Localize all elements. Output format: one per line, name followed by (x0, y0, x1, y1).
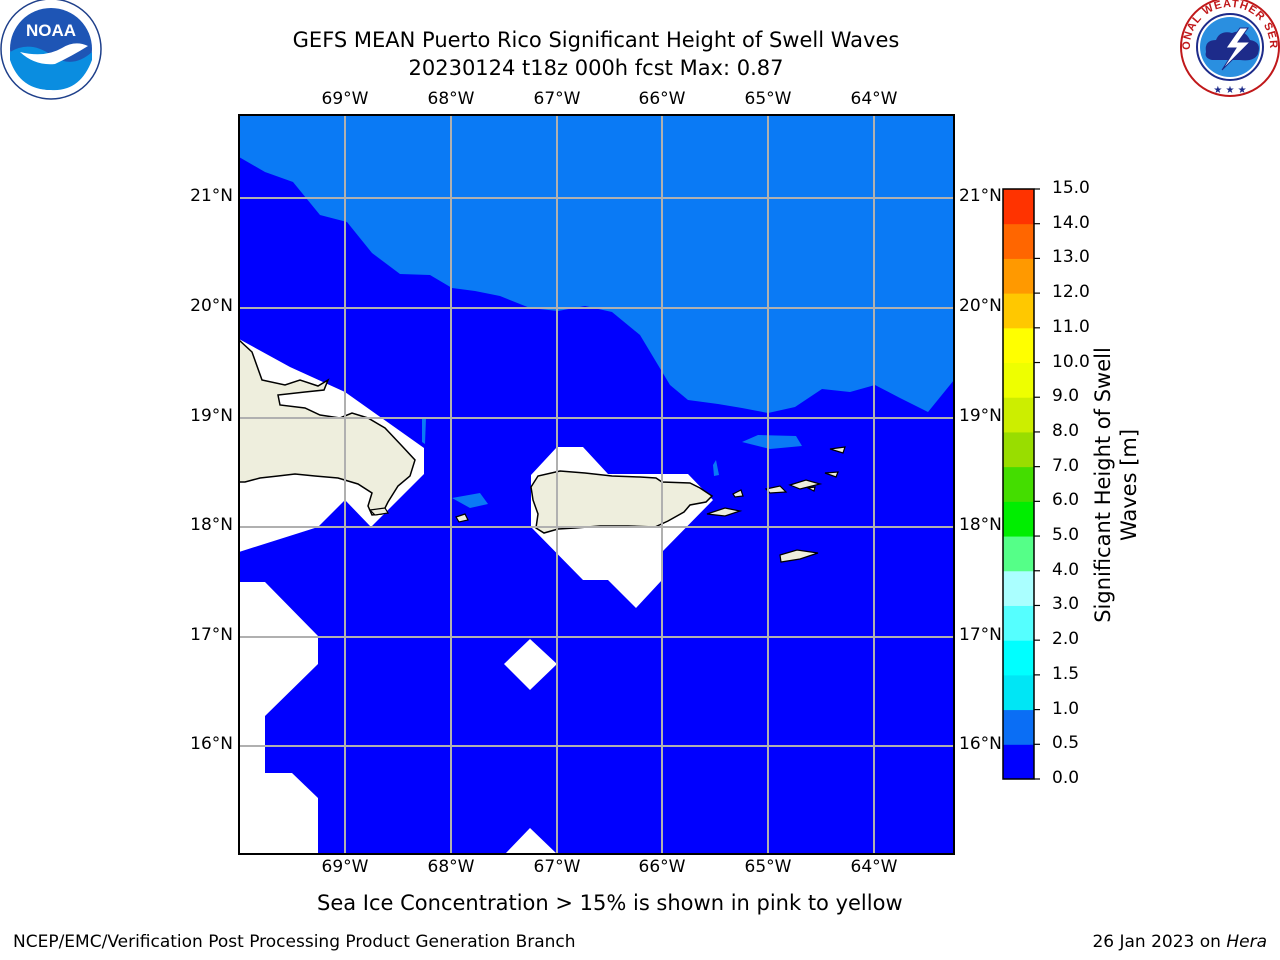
colorbar-tick-label: 2.0 (1052, 629, 1080, 650)
lon-label-top: 69°W (321, 89, 369, 109)
colorbar-segment (1003, 397, 1034, 433)
colorbar-segment (1003, 570, 1034, 606)
lat-label-right: 17°N (959, 625, 1002, 645)
land-hispaniola (239, 338, 416, 516)
lat-label-right: 18°N (959, 515, 1002, 535)
lon-label-top: 66°W (638, 89, 686, 109)
colorbar-segment (1003, 327, 1034, 364)
colorbar-segment (1003, 362, 1034, 398)
colorbar-frame (1002, 188, 1035, 780)
colorbar-tick-label: 12.0 (1052, 282, 1090, 303)
colorbar-tick-label: 1.0 (1052, 698, 1080, 719)
land-puerto-rico (530, 470, 714, 534)
colorbar-tick-label: 0.0 (1052, 768, 1080, 788)
colorbar-segment (1003, 431, 1034, 468)
lat-label-left: 21°N (190, 186, 233, 206)
swell-patch (742, 435, 802, 449)
colorbar-tick-label: 3.0 (1052, 594, 1080, 615)
colorbar-segment (1003, 189, 1034, 225)
colorbar-tick-label: 6.0 (1052, 490, 1080, 511)
land-virgin-islands (824, 471, 839, 478)
no-data-lower-left (239, 527, 318, 552)
swell-patch (452, 493, 488, 508)
colorbar-tick-label: 11.0 (1052, 316, 1090, 337)
colorbar-title-line2: Waves [m] (1117, 428, 1141, 542)
colorbar-tick-label: 14.0 (1052, 212, 1090, 233)
colorbar (1001, 187, 1040, 781)
no-data-south-triangle (505, 828, 557, 854)
footer-date: 26 Jan 2023 on Hera (1092, 932, 1267, 952)
colorbar-segment (1003, 293, 1034, 329)
colorbar-title: Significant Height of Swell Waves [m] (1090, 347, 1142, 623)
chart-title: GEFS MEAN Puerto Rico Significant Height… (292, 28, 900, 52)
colorbar-segment (1003, 258, 1034, 294)
no-data-southwest (239, 582, 318, 854)
footer-date-text: 26 Jan 2023 on (1092, 932, 1221, 952)
land-vieques (706, 507, 743, 517)
colorbar-segment (1003, 536, 1034, 572)
footer-credit: NCEP/EMC/Verification Post Processing Pr… (13, 932, 576, 952)
land-virgin-islands (829, 446, 846, 454)
land-virgin-islands (788, 479, 823, 490)
lat-label-right: 16°N (959, 734, 1002, 754)
colorbar-tick-label: 13.0 (1052, 247, 1090, 268)
lon-label-bottom: 64°W (850, 857, 898, 877)
map-fill-layer (239, 115, 954, 854)
lat-label-left: 16°N (190, 734, 233, 754)
lon-label-bottom: 68°W (427, 857, 475, 877)
land-virgin-islands (806, 486, 816, 492)
lon-label-top: 67°W (533, 89, 581, 109)
swell-patch (422, 418, 426, 444)
map-graticule (239, 115, 954, 854)
no-data-diamond (504, 639, 557, 690)
map-frame (238, 114, 955, 855)
land-mona-island (455, 513, 469, 523)
lat-label-right: 19°N (959, 406, 1002, 426)
lat-label-left: 17°N (190, 625, 233, 645)
land-st-croix (779, 549, 819, 563)
swell-patch (713, 460, 719, 476)
colorbar-segment (1003, 744, 1034, 780)
colorbar-segment (1003, 640, 1034, 676)
colorbar-segment (1003, 501, 1034, 537)
lon-label-bottom: 69°W (321, 857, 369, 877)
colorbar-segment (1003, 605, 1034, 641)
lat-label-left: 20°N (190, 296, 233, 316)
colorbar-tick-label: 8.0 (1052, 420, 1080, 441)
swell-0.5-1.0-region (239, 115, 954, 413)
lon-label-bottom: 65°W (744, 857, 792, 877)
footer-host: Hera (1226, 932, 1267, 952)
colorbar-segment (1003, 709, 1034, 745)
lon-label-bottom: 67°W (533, 857, 581, 877)
chart-subtitle: 20230124 t18z 000h fcst Max: 0.87 (408, 56, 784, 80)
colorbar-segment (1003, 674, 1034, 711)
colorbar-tick-label: 5.0 (1052, 525, 1080, 546)
colorbar-tick-label: 1.5 (1052, 663, 1080, 684)
colorbar-mask (1002, 185, 1042, 785)
colorbar-tick-label: 0.5 (1052, 733, 1080, 754)
colorbar-tick-label: 10.0 (1052, 351, 1090, 372)
lat-label-left: 19°N (190, 406, 233, 426)
lat-label-left: 18°N (190, 515, 233, 535)
colorbar-tick-label: 4.0 (1052, 559, 1080, 580)
colorbar-segment (1003, 223, 1034, 259)
lon-label-top: 64°W (850, 89, 898, 109)
lon-label-top: 65°W (744, 89, 792, 109)
sea-ice-caption: Sea Ice Concentration > 15% is shown in … (317, 891, 903, 915)
lat-label-right: 20°N (959, 296, 1002, 316)
colorbar-segment (1003, 466, 1034, 502)
colorbar-tick-label: 15.0 (1052, 178, 1090, 198)
lon-label-bottom: 66°W (638, 857, 686, 877)
land-culebra (732, 489, 744, 498)
colorbar-tick-label: 7.0 (1052, 455, 1080, 476)
lat-label-right: 21°N (959, 186, 1002, 206)
colorbar-tick-label: 9.0 (1052, 386, 1080, 407)
colorbar-title-line1: Significant Height of Swell (1091, 347, 1115, 623)
land-beata-islet (368, 507, 389, 516)
lon-label-top: 68°W (427, 89, 475, 109)
